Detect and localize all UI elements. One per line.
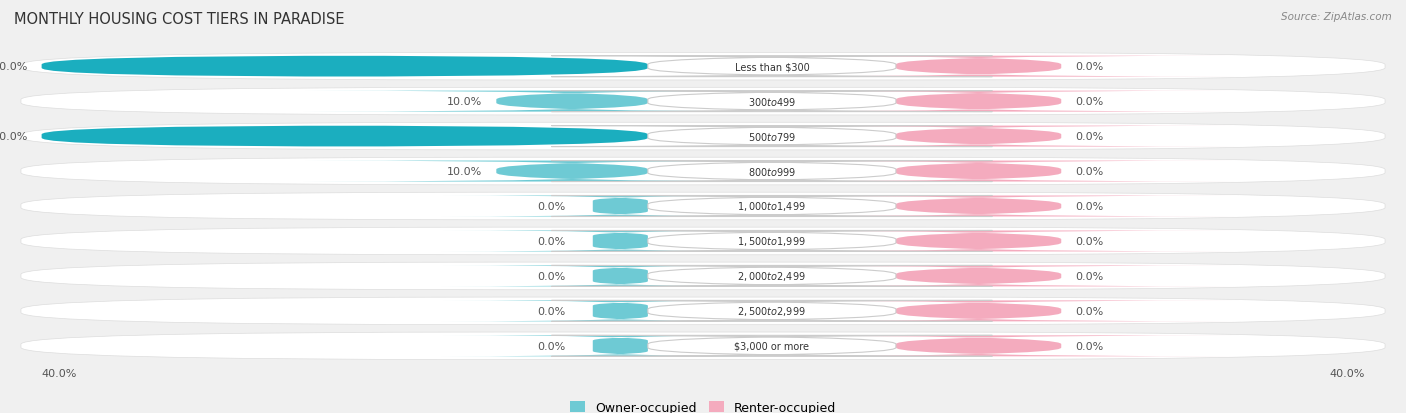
Legend: Owner-occupied, Renter-occupied: Owner-occupied, Renter-occupied <box>569 401 837 413</box>
FancyBboxPatch shape <box>551 91 993 112</box>
Text: $1,500 to $1,999: $1,500 to $1,999 <box>738 235 806 248</box>
FancyBboxPatch shape <box>304 91 841 112</box>
FancyBboxPatch shape <box>21 158 1385 185</box>
Text: Source: ZipAtlas.com: Source: ZipAtlas.com <box>1281 12 1392 22</box>
FancyBboxPatch shape <box>304 161 841 182</box>
Text: 0.0%: 0.0% <box>537 202 565 211</box>
FancyBboxPatch shape <box>551 301 993 322</box>
Text: 0.0%: 0.0% <box>1076 236 1104 247</box>
FancyBboxPatch shape <box>21 53 1385 81</box>
FancyBboxPatch shape <box>717 126 1240 147</box>
Text: 0.0%: 0.0% <box>1076 341 1104 351</box>
Text: MONTHLY HOUSING COST TIERS IN PARADISE: MONTHLY HOUSING COST TIERS IN PARADISE <box>14 12 344 27</box>
Text: $2,500 to $2,999: $2,500 to $2,999 <box>738 305 806 318</box>
FancyBboxPatch shape <box>21 88 1385 116</box>
Text: 0.0%: 0.0% <box>1076 97 1104 107</box>
Text: $300 to $499: $300 to $499 <box>748 96 796 108</box>
Text: $1,000 to $1,499: $1,000 to $1,499 <box>738 200 806 213</box>
Text: 0.0%: 0.0% <box>1076 306 1104 316</box>
Text: 10.0%: 10.0% <box>447 166 482 177</box>
Text: 40.0%: 40.0% <box>42 368 77 377</box>
FancyBboxPatch shape <box>441 231 800 252</box>
Text: 0.0%: 0.0% <box>1076 202 1104 211</box>
FancyBboxPatch shape <box>717 196 1240 217</box>
FancyBboxPatch shape <box>717 91 1240 112</box>
Text: 0.0%: 0.0% <box>1076 132 1104 142</box>
Text: Less than $300: Less than $300 <box>734 62 810 72</box>
FancyBboxPatch shape <box>551 266 993 287</box>
Text: 0.0%: 0.0% <box>537 271 565 281</box>
Text: 10.0%: 10.0% <box>447 97 482 107</box>
Text: $2,000 to $2,499: $2,000 to $2,499 <box>738 270 806 283</box>
FancyBboxPatch shape <box>551 335 993 356</box>
FancyBboxPatch shape <box>441 196 800 217</box>
FancyBboxPatch shape <box>21 193 1385 220</box>
FancyBboxPatch shape <box>717 266 1240 287</box>
FancyBboxPatch shape <box>42 126 648 147</box>
Text: 0.0%: 0.0% <box>537 306 565 316</box>
FancyBboxPatch shape <box>551 126 993 147</box>
Text: 0.0%: 0.0% <box>1076 166 1104 177</box>
FancyBboxPatch shape <box>441 301 800 322</box>
FancyBboxPatch shape <box>21 123 1385 150</box>
Text: $500 to $799: $500 to $799 <box>748 131 796 143</box>
FancyBboxPatch shape <box>717 231 1240 252</box>
Text: 0.0%: 0.0% <box>537 236 565 247</box>
Text: 0.0%: 0.0% <box>1076 62 1104 72</box>
FancyBboxPatch shape <box>42 57 648 78</box>
Text: $3,000 or more: $3,000 or more <box>734 341 810 351</box>
FancyBboxPatch shape <box>717 161 1240 182</box>
Text: 40.0%: 40.0% <box>1329 368 1364 377</box>
FancyBboxPatch shape <box>441 335 800 356</box>
FancyBboxPatch shape <box>21 228 1385 255</box>
FancyBboxPatch shape <box>717 335 1240 356</box>
FancyBboxPatch shape <box>21 297 1385 325</box>
Text: 40.0%: 40.0% <box>0 132 28 142</box>
FancyBboxPatch shape <box>717 301 1240 322</box>
FancyBboxPatch shape <box>717 57 1240 78</box>
Text: 40.0%: 40.0% <box>0 62 28 72</box>
FancyBboxPatch shape <box>21 332 1385 360</box>
Text: 0.0%: 0.0% <box>1076 271 1104 281</box>
FancyBboxPatch shape <box>551 231 993 252</box>
Text: $800 to $999: $800 to $999 <box>748 166 796 178</box>
FancyBboxPatch shape <box>551 57 993 78</box>
FancyBboxPatch shape <box>551 161 993 182</box>
Text: 0.0%: 0.0% <box>537 341 565 351</box>
FancyBboxPatch shape <box>551 196 993 217</box>
FancyBboxPatch shape <box>441 266 800 287</box>
FancyBboxPatch shape <box>21 263 1385 290</box>
